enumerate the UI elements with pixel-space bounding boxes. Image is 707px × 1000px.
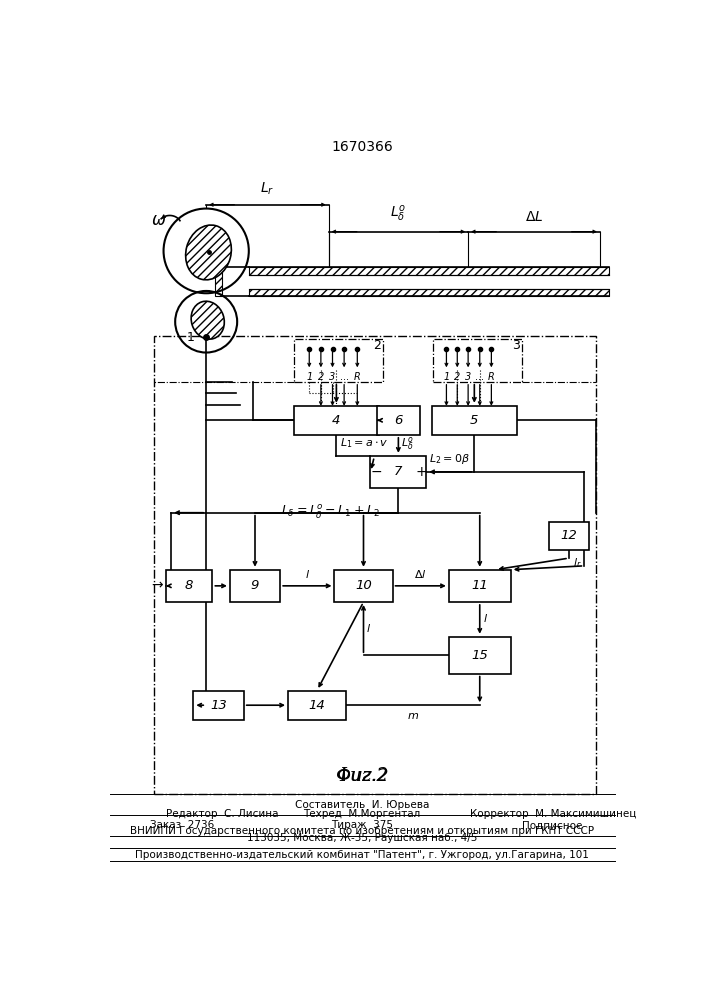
Bar	[166, 570, 212, 602]
Text: $\Phi$$u$$z$.2: $\Phi$$u$$z$.2	[336, 767, 388, 785]
Text: Составитель  И. Юрьева: Составитель И. Юрьева	[295, 800, 429, 810]
Text: $L_r$: $L_r$	[260, 181, 274, 197]
Text: 7: 7	[395, 465, 402, 478]
Bar	[293, 406, 379, 435]
Text: $\Delta l$: $\Delta l$	[414, 568, 427, 580]
Text: 1670366: 1670366	[331, 140, 393, 154]
Bar	[549, 522, 589, 550]
Bar	[216, 267, 222, 296]
Text: R: R	[354, 372, 361, 382]
Bar	[230, 570, 280, 602]
Text: 14: 14	[309, 699, 325, 712]
Text: ...: ...	[475, 372, 484, 382]
Text: 1: 1	[443, 372, 450, 382]
Text: 2: 2	[317, 372, 324, 382]
Text: l: l	[305, 570, 309, 580]
Bar	[433, 339, 522, 382]
Bar	[293, 339, 383, 382]
Bar	[432, 406, 517, 435]
Text: Тираж  375: Тираж 375	[331, 820, 393, 830]
Bar	[370, 456, 426, 488]
Text: 15: 15	[472, 649, 488, 662]
Text: 3: 3	[513, 339, 520, 352]
Text: Подписное: Подписное	[522, 820, 583, 830]
Ellipse shape	[191, 301, 224, 339]
Text: Техред  М.Моргентал: Техред М.Моргентал	[303, 809, 421, 819]
Bar	[449, 570, 510, 602]
Text: 11: 11	[472, 579, 488, 592]
Text: $L_1=a\cdot v$: $L_1=a\cdot v$	[340, 437, 389, 450]
Text: 3: 3	[465, 372, 472, 382]
Text: ...: ...	[339, 372, 349, 382]
Ellipse shape	[186, 225, 231, 280]
Text: 9: 9	[251, 579, 259, 592]
Text: +: +	[415, 465, 426, 479]
Text: Заказ  2736: Заказ 2736	[151, 820, 215, 830]
Text: 4: 4	[332, 414, 341, 427]
Text: 1: 1	[306, 372, 312, 382]
Text: 10: 10	[355, 579, 372, 592]
Text: 12: 12	[561, 529, 577, 542]
Text: 2: 2	[373, 339, 380, 352]
Text: Редактор  С. Лисина: Редактор С. Лисина	[166, 809, 279, 819]
Text: $L_2=0\beta$: $L_2=0\beta$	[429, 452, 470, 466]
Bar	[334, 570, 392, 602]
Text: ВНИИПИ Государственного комитета по изобретениям и открытиям при ГКНТ СССР: ВНИИПИ Государственного комитета по изоб…	[130, 826, 594, 836]
Bar	[249, 267, 609, 275]
Text: $l_r$: $l_r$	[573, 556, 581, 570]
Text: 2: 2	[454, 372, 460, 382]
Text: m: m	[407, 711, 419, 721]
Text: $\omega$: $\omega$	[151, 211, 165, 229]
Bar	[288, 691, 346, 720]
Text: R: R	[488, 372, 495, 382]
Bar	[449, 637, 510, 674]
Bar	[377, 406, 420, 435]
Text: $L_\delta=L_\delta^o-L_1+L_2$: $L_\delta=L_\delta^o-L_1+L_2$	[281, 504, 379, 521]
Text: →: →	[151, 579, 163, 593]
Text: Корректор  М. Максимишинец: Корректор М. Максимишинец	[470, 809, 636, 819]
Text: $\Delta L$: $\Delta L$	[525, 210, 543, 224]
Text: −: −	[370, 465, 382, 479]
Text: l: l	[484, 614, 486, 624]
Text: 3: 3	[329, 372, 336, 382]
Text: $L_\delta^o$: $L_\delta^o$	[401, 435, 414, 452]
Text: l: l	[367, 624, 370, 634]
Text: 6: 6	[395, 414, 402, 427]
Text: 113035, Москва, Ж-35, Раушская наб., 4/5: 113035, Москва, Ж-35, Раушская наб., 4/5	[247, 833, 477, 843]
Text: 5: 5	[470, 414, 479, 427]
Bar	[154, 336, 596, 794]
Bar	[194, 691, 244, 720]
Text: 8: 8	[185, 579, 193, 592]
Text: Фиг.2: Фиг.2	[335, 767, 388, 785]
Text: $L_\delta^o$: $L_\delta^o$	[390, 204, 407, 224]
Text: Производственно-издательский комбинат "Патент", г. Ужгород, ул.Гагарина, 101: Производственно-издательский комбинат "П…	[135, 850, 589, 860]
Text: 13: 13	[210, 699, 227, 712]
Bar	[249, 289, 609, 296]
Text: 1: 1	[187, 331, 194, 344]
